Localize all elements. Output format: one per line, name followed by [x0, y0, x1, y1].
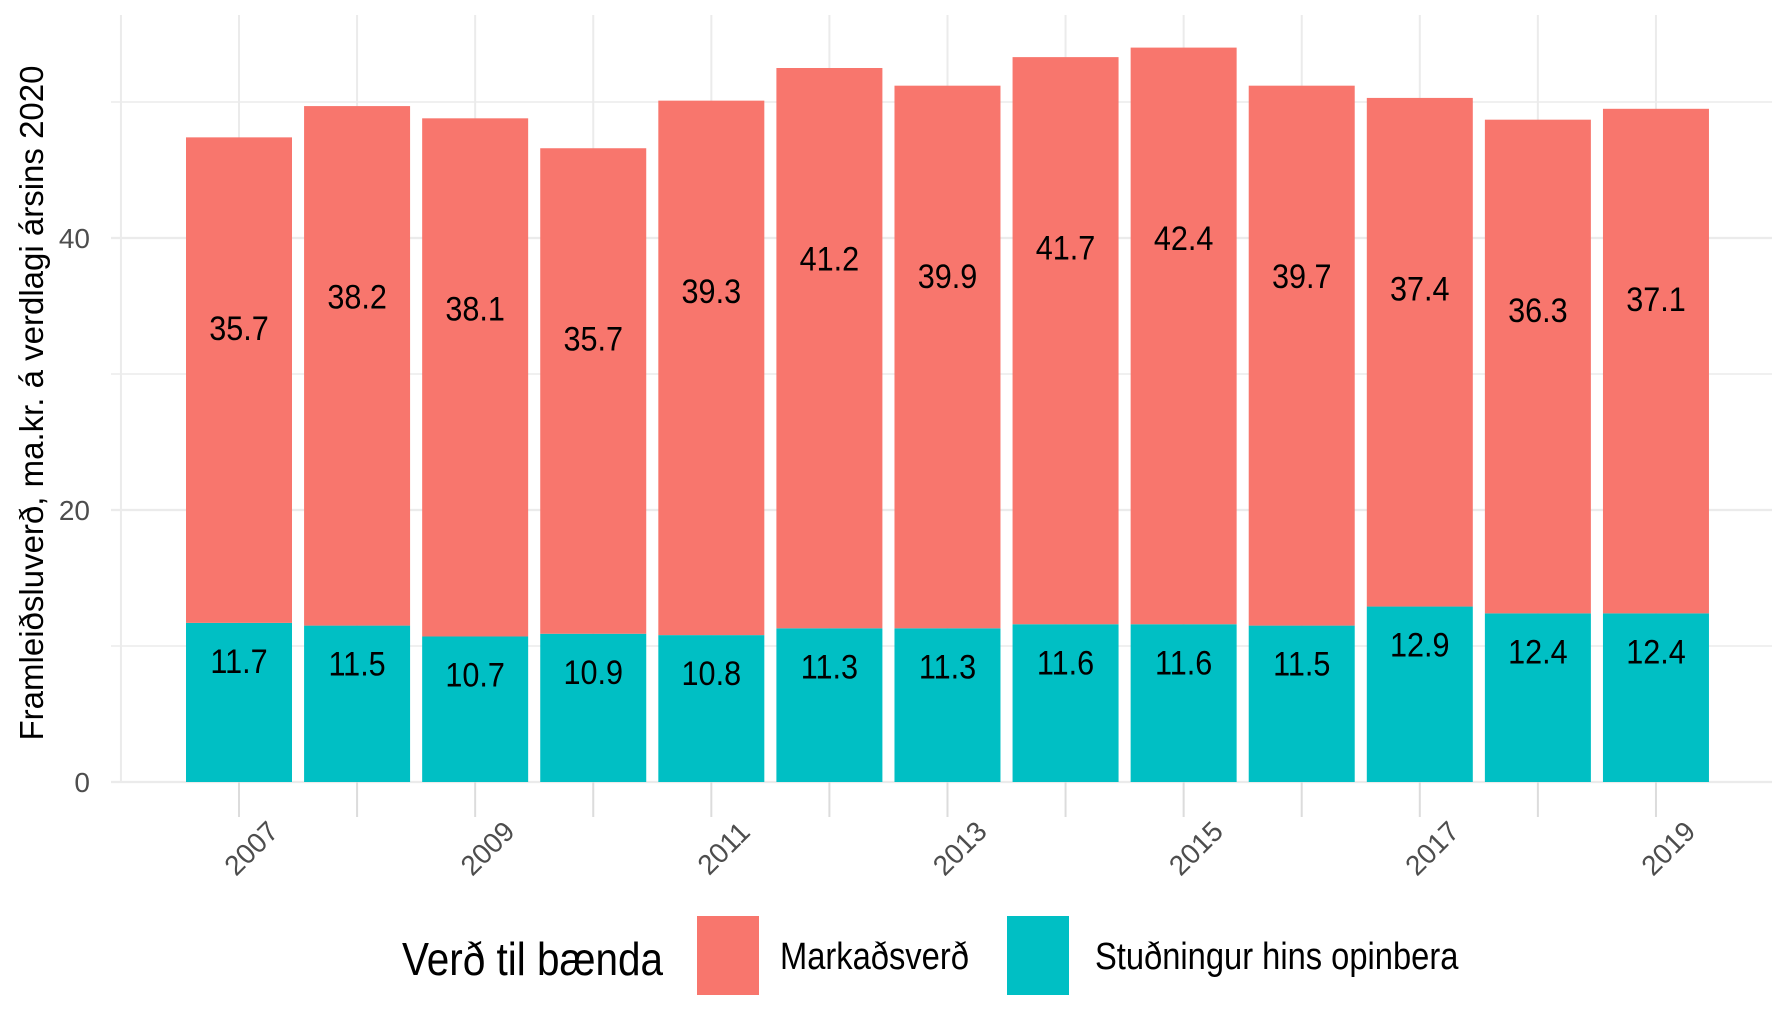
bar-segment-studningur [1366, 606, 1473, 782]
bar-segment-studningur [422, 636, 529, 782]
bars [186, 47, 1709, 782]
bar-segment-studningur [186, 622, 292, 782]
bar-segment-markadsverd [658, 100, 765, 636]
bar-segment-markadsverd [1248, 85, 1355, 626]
bar-segment-studningur [776, 628, 883, 782]
bar-segment-markadsverd [1012, 57, 1119, 625]
x-axis-ticks: 2007 2009 2011 2013 2015 2017 2019 [218, 782, 1701, 881]
bar-segment-markadsverd [1366, 97, 1473, 607]
x-tick-label: 2017 [1399, 815, 1465, 881]
data-label: 12.4 [1626, 633, 1686, 671]
data-label: 37.1 [1626, 281, 1686, 319]
data-label: 38.2 [327, 278, 387, 316]
data-label: 11.5 [328, 645, 385, 683]
bar-segment-studningur [1012, 624, 1119, 782]
bar-segment-markadsverd [1602, 108, 1709, 614]
data-label: 39.3 [682, 273, 742, 311]
bar-segment-studningur [1130, 624, 1237, 782]
data-label: 35.7 [563, 320, 623, 358]
bar-segment-markadsverd [894, 85, 1001, 629]
data-label: 39.7 [1272, 258, 1332, 296]
bar-segment-studningur [894, 628, 1001, 782]
data-label: 41.7 [1036, 229, 1096, 267]
data-label: 39.9 [918, 258, 978, 296]
x-tick-label: 2011 [691, 816, 756, 881]
data-label: 37.4 [1390, 270, 1450, 308]
y-tick-label: 40 [59, 223, 90, 254]
x-tick-label: 2013 [927, 815, 993, 881]
data-label: 11.6 [1155, 644, 1212, 682]
data-label: 42.4 [1154, 220, 1214, 258]
data-label: 10.7 [445, 656, 505, 694]
data-label: 11.6 [1037, 644, 1094, 682]
x-tick-label: 2019 [1635, 815, 1701, 881]
x-tick-label: 2009 [455, 815, 521, 881]
data-label: 38.1 [445, 290, 505, 328]
data-label: 12.4 [1508, 633, 1568, 671]
data-label: 10.9 [563, 653, 623, 691]
y-tick-label: 0 [74, 767, 90, 798]
bar-segment-studningur [1248, 625, 1355, 782]
y-axis-ticks: 0 20 40 [59, 223, 90, 798]
x-tick-label: 2015 [1163, 815, 1229, 881]
data-label: 11.7 [210, 642, 267, 680]
data-label: 11.3 [801, 648, 858, 686]
bar-segment-markadsverd [186, 137, 292, 623]
bar-segment-studningur [1602, 613, 1709, 782]
x-tick-label: 2007 [218, 815, 284, 881]
y-tick-label: 20 [59, 495, 90, 526]
bar-segment-markadsverd [776, 68, 883, 629]
bar-segment-markadsverd [304, 106, 411, 626]
bar-segment-markadsverd [1130, 47, 1237, 625]
data-label: 41.2 [800, 240, 860, 278]
data-label: 36.3 [1508, 292, 1568, 330]
bar-segment-studningur [304, 625, 411, 782]
data-label: 11.3 [919, 648, 976, 686]
data-label: 11.5 [1273, 645, 1330, 683]
bar-segment-studningur [1484, 613, 1591, 782]
bar-segment-markadsverd [1484, 119, 1591, 614]
data-label: 35.7 [209, 309, 269, 347]
data-label: 12.9 [1390, 626, 1450, 664]
data-label: 10.8 [682, 655, 742, 693]
bar-segment-studningur [540, 633, 647, 782]
bar-segment-markadsverd [540, 148, 647, 634]
y-axis-title: Framleiðsluverð, ma.kr. á verdlagi ársin… [13, 65, 50, 741]
bar-segment-studningur [658, 635, 765, 782]
data-labels: 35.7 11.7 38.2 11.5 38.1 10.7 35.7 10.9 39.3 10.8… [209, 220, 1686, 694]
bar-segment-markadsverd [422, 118, 529, 637]
